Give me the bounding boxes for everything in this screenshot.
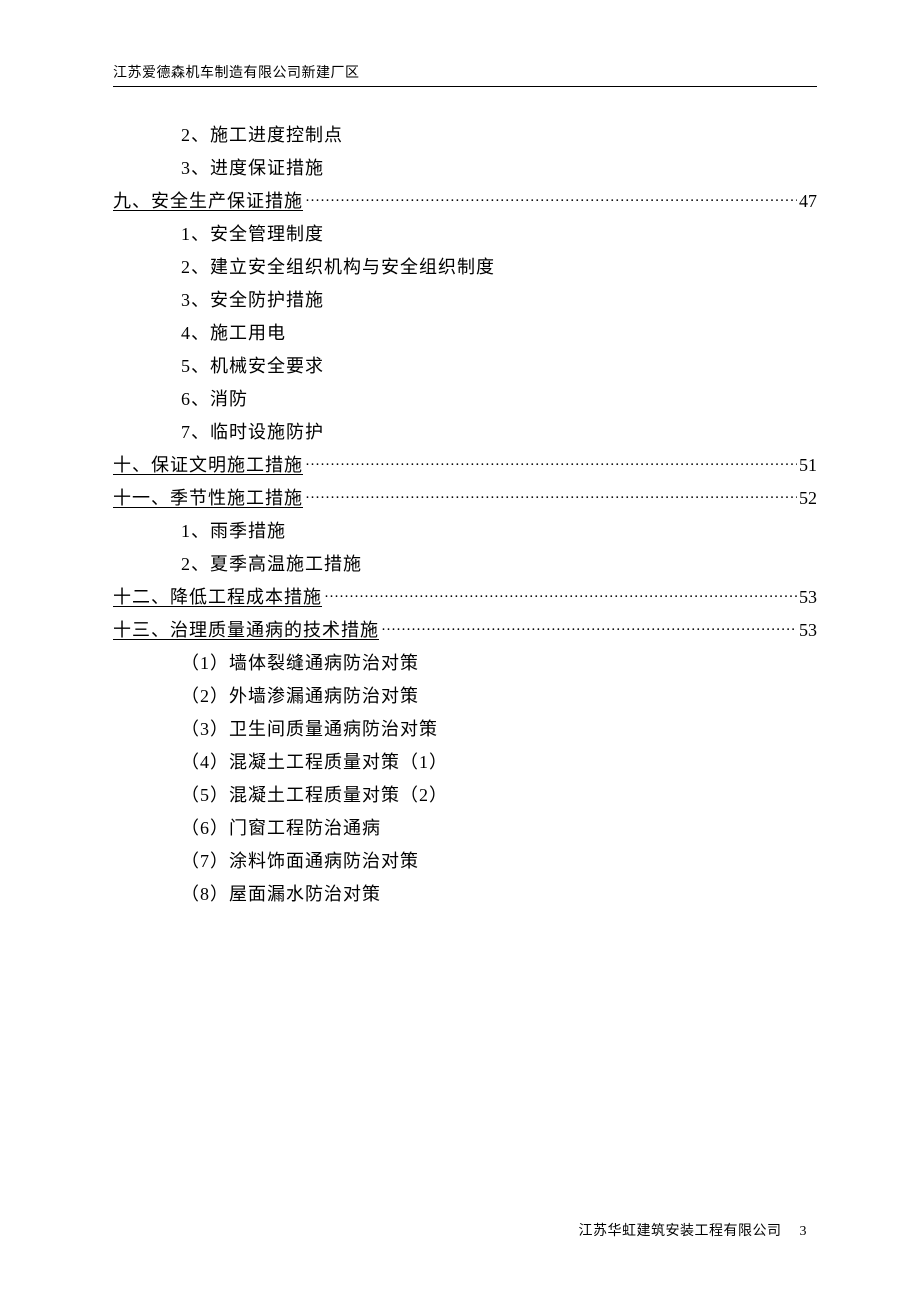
toc-section-item: 十二、降低工程成本措施 53 [113,581,817,614]
toc-leader-dots [305,486,797,504]
toc-section-label: 九、安全生产保证措施 [113,185,303,218]
document-page: 江苏爱德森机车制造有限公司新建厂区 2、施工进度控制点3、进度保证措施九、安全生… [0,0,920,911]
toc-sub-item: 5、机械安全要求 [113,350,817,383]
toc-sub-item: 1、安全管理制度 [113,218,817,251]
toc-page-number: 52 [799,482,817,515]
toc-sub-item: 4、施工用电 [113,317,817,350]
toc-sub-item: 2、施工进度控制点 [113,119,817,152]
toc-sub-item: （6）门窗工程防治通病 [113,812,817,845]
toc-section-label: 十二、降低工程成本措施 [113,581,322,614]
footer-company: 江苏华虹建筑安装工程有限公司 [579,1224,782,1239]
toc-page-number: 53 [799,581,817,614]
toc-section-item: 九、安全生产保证措施 47 [113,185,817,218]
toc-sub-item: 6、消防 [113,383,817,416]
header-text: 江苏爱德森机车制造有限公司新建厂区 [113,66,360,81]
toc-section-label: 十一、季节性施工措施 [113,482,303,515]
toc-sub-item: 1、雨季措施 [113,515,817,548]
toc-content: 2、施工进度控制点3、进度保证措施九、安全生产保证措施 471、安全管理制度2、建… [113,119,817,911]
toc-section-item: 十、保证文明施工措施 51 [113,449,817,482]
toc-leader-dots [305,453,797,471]
toc-section-label: 十三、治理质量通病的技术措施 [113,614,379,647]
toc-sub-item: 7、临时设施防护 [113,416,817,449]
page-footer: 江苏华虹建筑安装工程有限公司 3 [579,1220,808,1240]
toc-sub-item: （3）卫生间质量通病防治对策 [113,713,817,746]
toc-sub-item: 3、进度保证措施 [113,152,817,185]
toc-sub-item: 2、夏季高温施工措施 [113,548,817,581]
toc-sub-item: （8）屋面漏水防治对策 [113,878,817,911]
toc-leader-dots [381,618,797,636]
toc-sub-item: 2、建立安全组织机构与安全组织制度 [113,251,817,284]
toc-sub-item: （5）混凝土工程质量对策（2） [113,779,817,812]
toc-sub-item: （7）涂料饰面通病防治对策 [113,845,817,878]
page-header: 江苏爱德森机车制造有限公司新建厂区 [113,62,817,87]
toc-section-label: 十、保证文明施工措施 [113,449,303,482]
toc-leader-dots [324,585,797,603]
toc-section-item: 十一、季节性施工措施 52 [113,482,817,515]
toc-section-item: 十三、治理质量通病的技术措施 53 [113,614,817,647]
toc-sub-item: （4）混凝土工程质量对策（1） [113,746,817,779]
toc-page-number: 51 [799,449,817,482]
toc-page-number: 47 [799,185,817,218]
toc-page-number: 53 [799,614,817,647]
toc-sub-item: （2）外墙渗漏通病防治对策 [113,680,817,713]
toc-leader-dots [305,189,797,207]
footer-page-number: 3 [800,1224,808,1239]
toc-sub-item: 3、安全防护措施 [113,284,817,317]
toc-sub-item: （1）墙体裂缝通病防治对策 [113,647,817,680]
